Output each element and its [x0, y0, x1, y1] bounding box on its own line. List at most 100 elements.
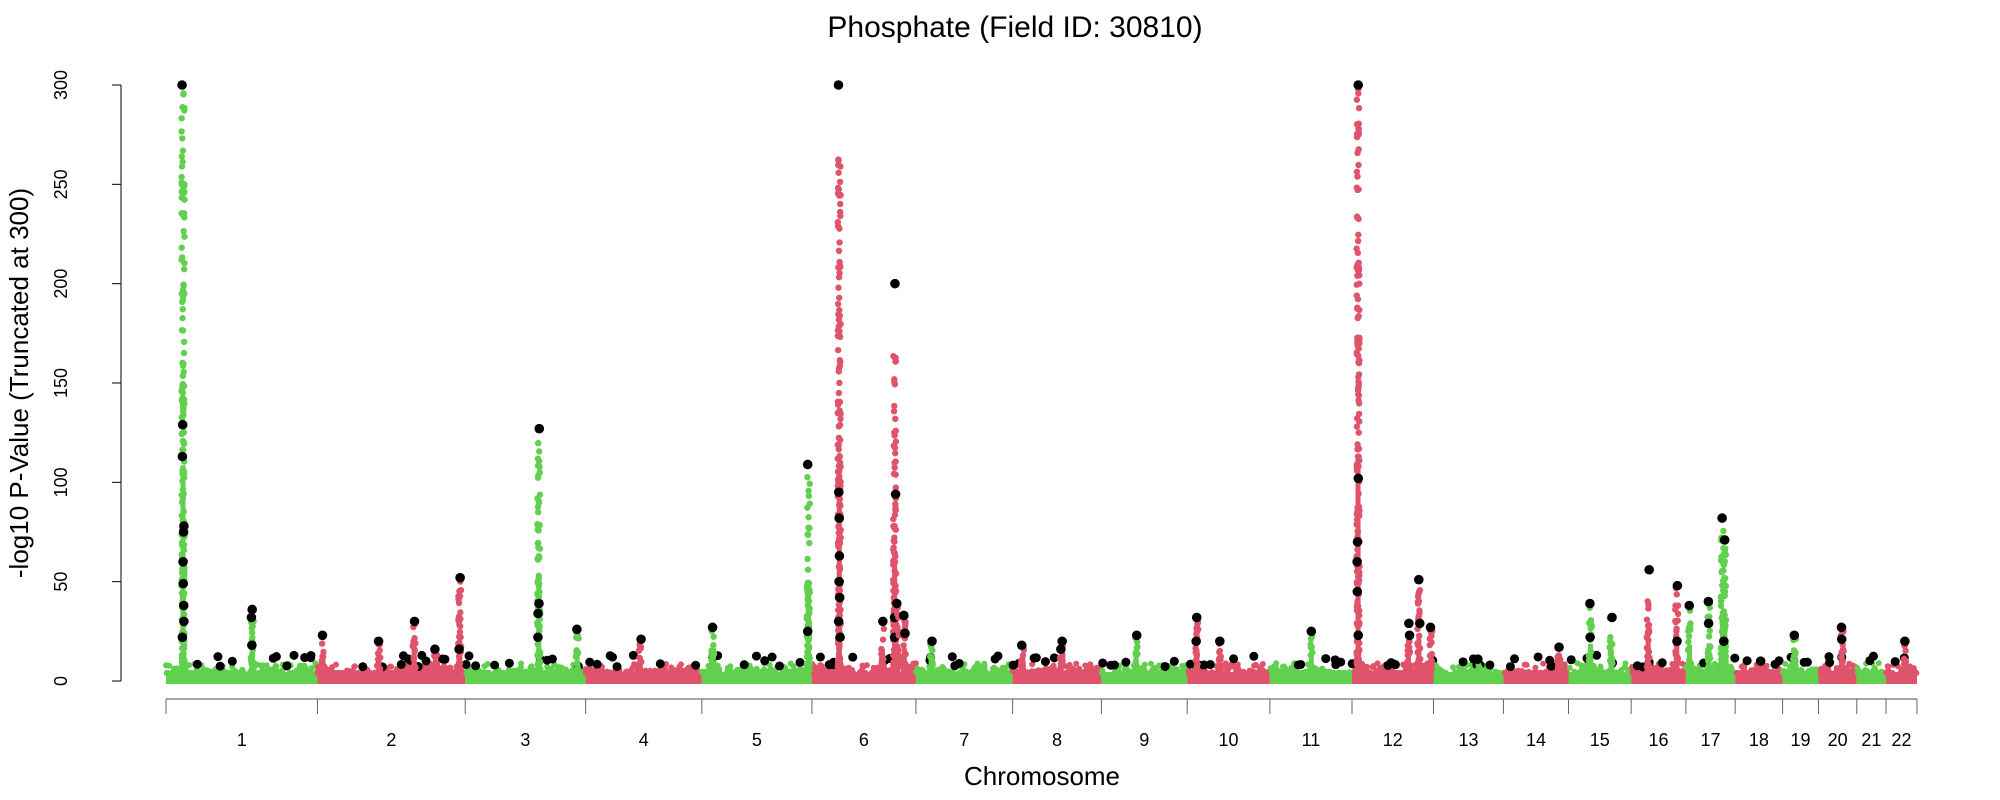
snp-point	[683, 666, 690, 673]
lead-snp-point	[1836, 634, 1847, 645]
lead-snp-point	[815, 652, 825, 662]
snp-point	[194, 667, 201, 674]
x-tick-label: 15	[1590, 730, 1610, 750]
snp-point	[535, 552, 543, 560]
snp-point	[514, 669, 521, 676]
snp-point	[179, 446, 186, 453]
chromosome-16-baseline	[1631, 672, 1686, 684]
x-tick-label: 7	[959, 730, 969, 750]
snp-point	[1133, 644, 1141, 652]
snp-point	[163, 670, 170, 677]
snp-point	[1685, 638, 1692, 646]
snp-point	[1290, 669, 1297, 676]
snp-point	[1355, 400, 1363, 407]
lead-snp-point	[775, 661, 785, 671]
lead-snp-point	[490, 660, 500, 670]
snp-point	[1370, 663, 1377, 670]
snp-point	[520, 669, 527, 676]
snp-point	[411, 635, 418, 642]
snp-point	[1240, 668, 1247, 675]
lead-snp-point	[795, 657, 805, 667]
snp-point	[890, 470, 898, 478]
snp-point	[1353, 292, 1360, 299]
snp-point	[1179, 662, 1186, 669]
lead-snp-point	[1802, 657, 1812, 667]
snp-point	[180, 281, 187, 288]
snp-point	[181, 259, 188, 267]
snp-point	[835, 463, 843, 470]
snp-point	[1573, 669, 1580, 676]
lead-snp-point	[1505, 662, 1515, 672]
snp-point	[1721, 588, 1729, 595]
snp-point	[1728, 665, 1735, 672]
x-tick-label: 19	[1791, 730, 1811, 750]
snp-point	[178, 326, 186, 334]
snp-point	[870, 664, 877, 671]
snp-point	[1019, 652, 1027, 659]
snp-point	[828, 670, 835, 677]
peak-column	[1308, 653, 1314, 681]
snp-point	[709, 646, 717, 653]
snp-point	[1561, 661, 1568, 668]
snp-point	[710, 633, 717, 640]
lead-snp-point	[1352, 586, 1363, 597]
lead-snp-point	[1205, 660, 1215, 670]
x-tick-label: 9	[1139, 730, 1149, 750]
lead-snp-point	[177, 632, 188, 643]
snp-point	[178, 128, 185, 135]
lead-snp-point	[1485, 660, 1495, 670]
snp-point	[1694, 668, 1701, 675]
snp-point	[179, 147, 187, 154]
snp-point	[1133, 638, 1141, 646]
lead-snp-point	[585, 657, 595, 667]
snp-point	[1721, 611, 1728, 619]
snp-point	[1116, 669, 1123, 676]
peak-column	[1687, 644, 1693, 681]
lead-snp-point	[1585, 598, 1595, 609]
lead-snp-point	[1533, 652, 1543, 662]
snp-point	[1673, 627, 1680, 635]
snp-point	[535, 463, 543, 470]
snp-point	[1029, 661, 1036, 668]
snp-point	[1439, 670, 1446, 677]
peak-column	[320, 655, 326, 681]
lead-snp-point	[1770, 659, 1780, 669]
peak-column	[901, 648, 907, 681]
snp-point	[1721, 574, 1728, 582]
chromosome-9-baseline	[1101, 672, 1188, 684]
snp-point	[955, 670, 962, 677]
lead-snp-point	[533, 632, 543, 643]
lead-snp-point	[1414, 574, 1424, 585]
snp-point	[892, 449, 899, 457]
snp-point	[1397, 670, 1404, 677]
snp-point	[1354, 237, 1362, 245]
lead-snp-point	[1229, 654, 1239, 664]
snp-point	[892, 358, 899, 365]
snp-point	[837, 163, 844, 170]
snp-point	[806, 539, 813, 547]
snp-point	[976, 670, 983, 677]
lead-snp-point	[628, 650, 638, 660]
snp-point	[836, 421, 844, 429]
snp-point	[1586, 620, 1593, 627]
snp-point	[891, 444, 899, 451]
snp-point	[225, 670, 232, 677]
snp-point	[836, 436, 844, 444]
snp-point	[1643, 616, 1651, 623]
lead-snp-point	[300, 653, 310, 663]
snp-point	[1523, 661, 1530, 668]
y-tick-label: 300	[51, 70, 71, 100]
y-tick-label: 50	[51, 572, 71, 592]
snp-point	[1596, 669, 1603, 676]
snp-point	[645, 670, 652, 677]
snp-point	[1355, 146, 1362, 153]
snp-point	[1263, 669, 1270, 676]
lead-snp-point	[192, 659, 202, 669]
lead-snp-point	[636, 634, 646, 645]
snp-point	[178, 244, 185, 251]
snp-point	[456, 628, 464, 636]
snp-point	[308, 664, 315, 671]
x-tick-label: 17	[1701, 730, 1721, 750]
chromosome-1-baseline	[166, 672, 318, 684]
lead-snp-point	[213, 652, 223, 662]
